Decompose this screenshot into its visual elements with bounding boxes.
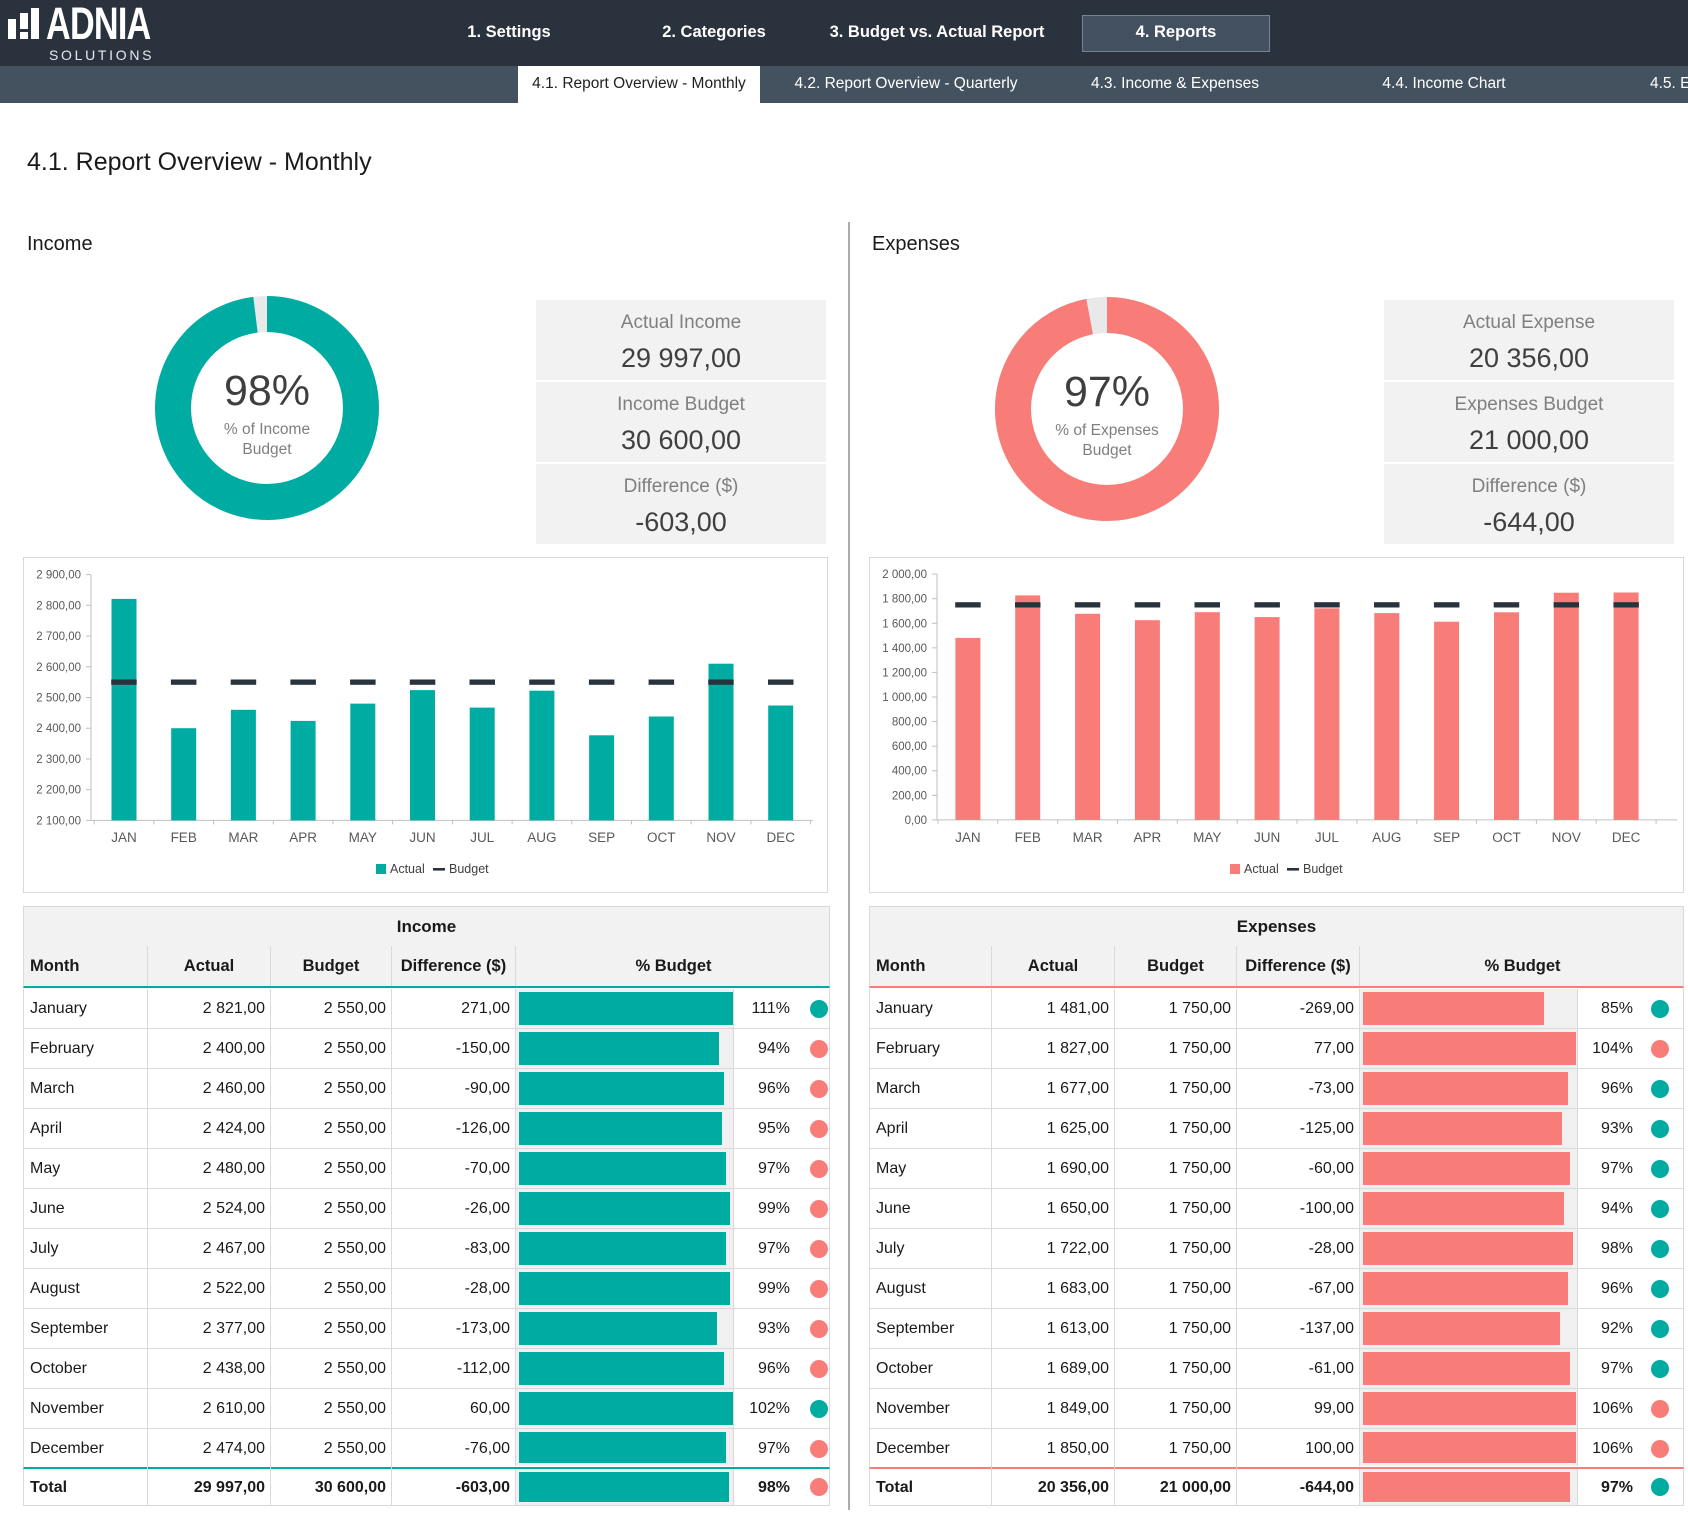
svg-text:1 600,00: 1 600,00 (882, 618, 927, 630)
svg-text:MAR: MAR (1073, 830, 1103, 845)
svg-text:2 000,00: 2 000,00 (882, 569, 927, 581)
svg-text:OCT: OCT (647, 830, 676, 845)
svg-text:2 900,00: 2 900,00 (36, 570, 81, 582)
svg-text:1 800,00: 1 800,00 (882, 594, 927, 606)
svg-text:Actual: Actual (390, 862, 425, 876)
svg-text:2 700,00: 2 700,00 (36, 631, 81, 643)
svg-text:200,00: 200,00 (892, 790, 927, 802)
svg-text:2 600,00: 2 600,00 (36, 662, 81, 674)
svg-text:AUG: AUG (1372, 830, 1401, 845)
svg-text:SEP: SEP (588, 830, 615, 845)
svg-text:0,00: 0,00 (905, 815, 927, 827)
svg-text:JUN: JUN (1254, 830, 1280, 845)
svg-text:Budget: Budget (449, 862, 489, 876)
svg-text:1 400,00: 1 400,00 (882, 643, 927, 655)
svg-text:SEP: SEP (1433, 830, 1460, 845)
svg-text:NOV: NOV (706, 830, 735, 845)
svg-text:JUL: JUL (1315, 830, 1339, 845)
svg-text:NOV: NOV (1552, 830, 1581, 845)
svg-text:2 100,00: 2 100,00 (36, 815, 81, 827)
svg-text:Actual: Actual (1244, 862, 1279, 876)
svg-text:800,00: 800,00 (892, 717, 927, 729)
svg-text:DEC: DEC (766, 830, 795, 845)
svg-text:2 500,00: 2 500,00 (36, 693, 81, 705)
svg-text:OCT: OCT (1492, 830, 1521, 845)
svg-text:JUL: JUL (470, 830, 494, 845)
svg-text:MAY: MAY (349, 830, 377, 845)
svg-text:1 200,00: 1 200,00 (882, 667, 927, 679)
svg-text:Budget: Budget (1303, 862, 1343, 876)
svg-text:FEB: FEB (1015, 830, 1041, 845)
svg-text:JAN: JAN (955, 830, 981, 845)
svg-text:APR: APR (1134, 830, 1162, 845)
svg-text:1 000,00: 1 000,00 (882, 692, 927, 704)
svg-text:MAY: MAY (1193, 830, 1221, 845)
svg-text:APR: APR (289, 830, 317, 845)
svg-text:JUN: JUN (409, 830, 435, 845)
svg-text:600,00: 600,00 (892, 741, 927, 753)
svg-text:AUG: AUG (527, 830, 556, 845)
svg-text:DEC: DEC (1612, 830, 1641, 845)
svg-text:2 300,00: 2 300,00 (36, 754, 81, 766)
svg-text:400,00: 400,00 (892, 766, 927, 778)
svg-text:2 200,00: 2 200,00 (36, 785, 81, 797)
svg-text:2 800,00: 2 800,00 (36, 600, 81, 612)
svg-text:JAN: JAN (111, 830, 137, 845)
svg-text:2 400,00: 2 400,00 (36, 723, 81, 735)
svg-text:FEB: FEB (171, 830, 197, 845)
svg-text:MAR: MAR (228, 830, 258, 845)
